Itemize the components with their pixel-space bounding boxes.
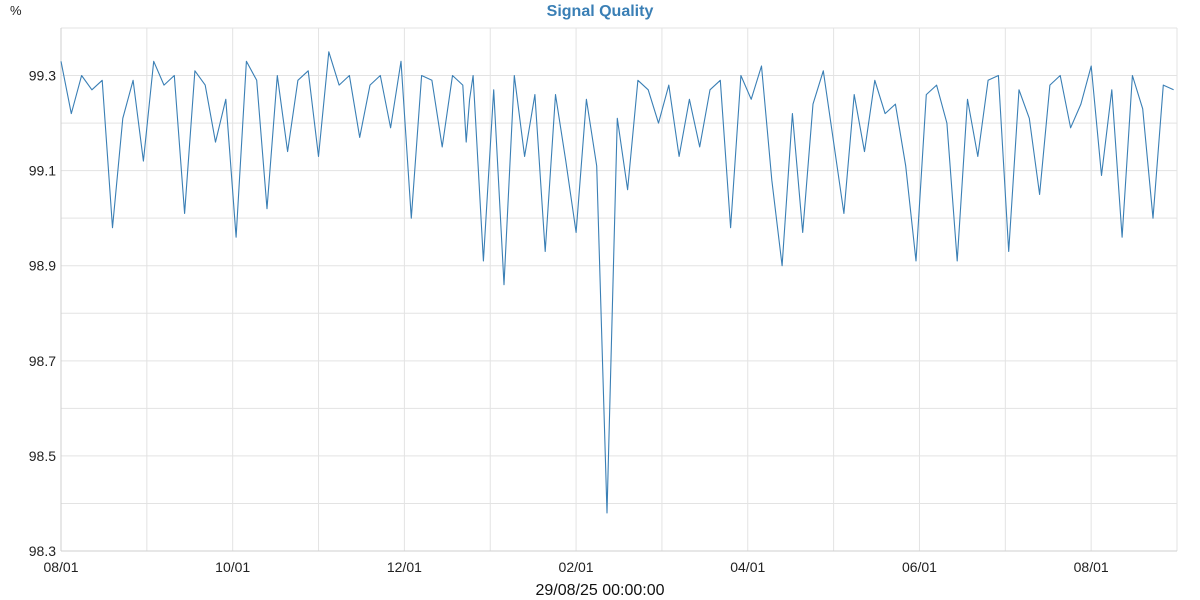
x-axis-caption: 29/08/25 00:00:00 xyxy=(535,582,665,599)
y-tick-label: 98.3 xyxy=(29,543,56,559)
x-tick-label: 10/01 xyxy=(215,559,250,575)
x-tick-label: 12/01 xyxy=(387,559,422,575)
series-line xyxy=(60,51,1174,514)
x-tick-label: 04/01 xyxy=(730,559,765,575)
x-tick-label: 02/01 xyxy=(559,559,594,575)
y-tick-label: 99.1 xyxy=(29,163,56,179)
y-tick-label: 98.9 xyxy=(29,258,56,274)
x-tick-label: 08/01 xyxy=(1074,559,1109,575)
y-tick-label: 98.5 xyxy=(29,448,56,464)
y-tick-label: 99.3 xyxy=(29,68,56,84)
y-tick-label: 98.7 xyxy=(29,353,56,369)
y-axis-unit: % xyxy=(10,3,22,18)
x-tick-label: 08/01 xyxy=(43,559,78,575)
x-tick-label: 06/01 xyxy=(902,559,937,575)
chart-title: Signal Quality xyxy=(546,3,654,20)
